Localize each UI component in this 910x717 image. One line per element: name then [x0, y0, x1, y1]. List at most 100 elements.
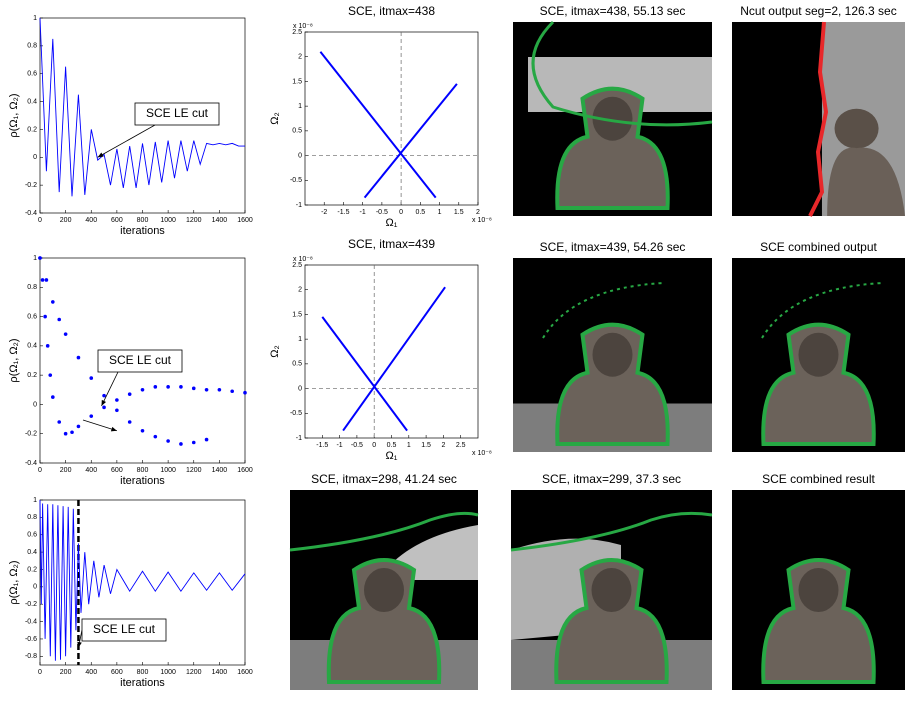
y-tick-label: 1.5 — [292, 78, 302, 85]
chart-title: SCE, itmax=438 — [348, 4, 435, 18]
data-point — [192, 387, 196, 391]
axis-exponent: x 10⁻⁸ — [472, 450, 492, 457]
photo: SCE, itmax=298, 41.24 sec — [290, 472, 478, 690]
x-tick-label: 1000 — [160, 467, 176, 474]
x-tick-label: 400 — [85, 669, 97, 676]
x-tick-label: 800 — [137, 669, 149, 676]
x-tick-label: 2 — [476, 209, 480, 216]
x-tick-label: 0 — [38, 669, 42, 676]
bear-face — [799, 568, 839, 612]
x-tick-label: 0.5 — [387, 442, 397, 449]
x-tick-label: 1400 — [212, 467, 228, 474]
y-tick-label: -0.4 — [25, 618, 37, 625]
data-point — [51, 395, 55, 399]
x-tick-label: 400 — [85, 217, 97, 224]
bear-face — [592, 568, 632, 612]
y-tick-label: 0.8 — [27, 514, 37, 521]
axis-exponent: x 10⁻⁸ — [293, 23, 313, 30]
photo-title: SCE, itmax=298, 41.24 sec — [311, 472, 457, 486]
y-tick-label: 0.6 — [27, 313, 37, 320]
y-tick-label: -0.4 — [25, 210, 37, 217]
data-point — [43, 315, 47, 319]
data-point — [205, 388, 209, 392]
y-tick-label: 1 — [298, 336, 302, 343]
x-tick-label: 0 — [399, 209, 403, 216]
photo: SCE, itmax=438, 55.13 sec — [513, 4, 712, 216]
y-tick-label: 0.6 — [27, 532, 37, 539]
y-tick-label: 0 — [298, 152, 302, 159]
bear-face — [364, 568, 404, 612]
data-point — [154, 385, 158, 389]
y-tick-label: 0.4 — [27, 549, 37, 556]
y-axis-label: ρ(Ω₁, Ω₂) — [8, 560, 20, 604]
x-tick-label: 200 — [60, 217, 72, 224]
photo: SCE, itmax=299, 37.3 sec — [511, 472, 712, 690]
y-tick-label: -0.2 — [25, 431, 37, 438]
y-tick-label: -0.2 — [25, 601, 37, 608]
x-tick-label: 1200 — [186, 669, 202, 676]
photo-title: SCE combined output — [760, 240, 877, 254]
photo-title: SCE, itmax=438, 55.13 sec — [540, 4, 686, 18]
x-tick-label: 1600 — [237, 669, 253, 676]
x-tick-label: 1 — [407, 442, 411, 449]
y-tick-label: 1 — [33, 497, 37, 504]
data-point — [45, 278, 49, 282]
y-tick-label: 1 — [33, 255, 37, 262]
x-tick-label: 800 — [137, 467, 149, 474]
x-axis-label: Ω₁ — [386, 217, 398, 229]
y-tick-label: 0 — [33, 401, 37, 408]
data-point — [77, 356, 81, 360]
photo-title: SCE, itmax=439, 54.26 sec — [540, 240, 686, 254]
y-axis-label: Ω₂ — [269, 345, 281, 358]
x-tick-label: 1200 — [186, 467, 202, 474]
data-point — [166, 385, 170, 389]
x-tick-label: 0 — [38, 467, 42, 474]
x-tick-label: 600 — [111, 669, 123, 676]
annotation-text: SCE LE cut — [93, 622, 156, 636]
y-tick-label: 0.8 — [27, 43, 37, 50]
data-point — [141, 388, 145, 392]
y-tick-label: 1 — [33, 15, 37, 22]
x-tick-label: -0.5 — [351, 442, 363, 449]
y-tick-label: 1.5 — [292, 311, 302, 318]
data-point — [115, 408, 119, 412]
photo-title: SCE, itmax=299, 37.3 sec — [542, 472, 681, 486]
y-tick-label: 2 — [298, 287, 302, 294]
data-point — [51, 300, 55, 304]
data-point — [218, 388, 222, 392]
data-point — [64, 332, 68, 336]
data-point — [154, 435, 158, 439]
x-tick-label: -1.5 — [337, 209, 349, 216]
data-point — [70, 430, 74, 434]
y-tick-label: -0.2 — [25, 182, 37, 189]
data-point — [230, 389, 234, 393]
data-point — [166, 439, 170, 443]
y-axis-label: ρ(Ω₁, Ω₂) — [8, 338, 20, 382]
data-point — [102, 394, 106, 398]
y-tick-label: -0.8 — [25, 653, 37, 660]
data-point — [57, 420, 61, 424]
bear-face — [593, 333, 633, 377]
x-axis-label: iterations — [120, 475, 165, 487]
y-tick-label: -0.5 — [290, 410, 302, 417]
data-point — [192, 441, 196, 445]
y-tick-label: -1 — [296, 435, 302, 442]
x-tick-label: -0.5 — [376, 209, 388, 216]
photo: SCE combined output — [732, 240, 905, 452]
y-tick-label: 1 — [298, 103, 302, 110]
data-point — [179, 442, 183, 446]
axis-exponent: x 10⁻⁸ — [472, 217, 492, 224]
plot-frame — [305, 265, 478, 438]
y-tick-label: 0.5 — [292, 128, 302, 135]
x-tick-label: 0 — [38, 217, 42, 224]
x-tick-label: 1.5 — [454, 209, 464, 216]
data-point — [141, 429, 145, 433]
y-tick-label: 2.5 — [292, 29, 302, 36]
x-tick-label: 1600 — [237, 217, 253, 224]
data-point — [41, 278, 45, 282]
y-tick-label: 2.5 — [292, 262, 302, 269]
y-tick-label: 0.4 — [27, 98, 37, 105]
